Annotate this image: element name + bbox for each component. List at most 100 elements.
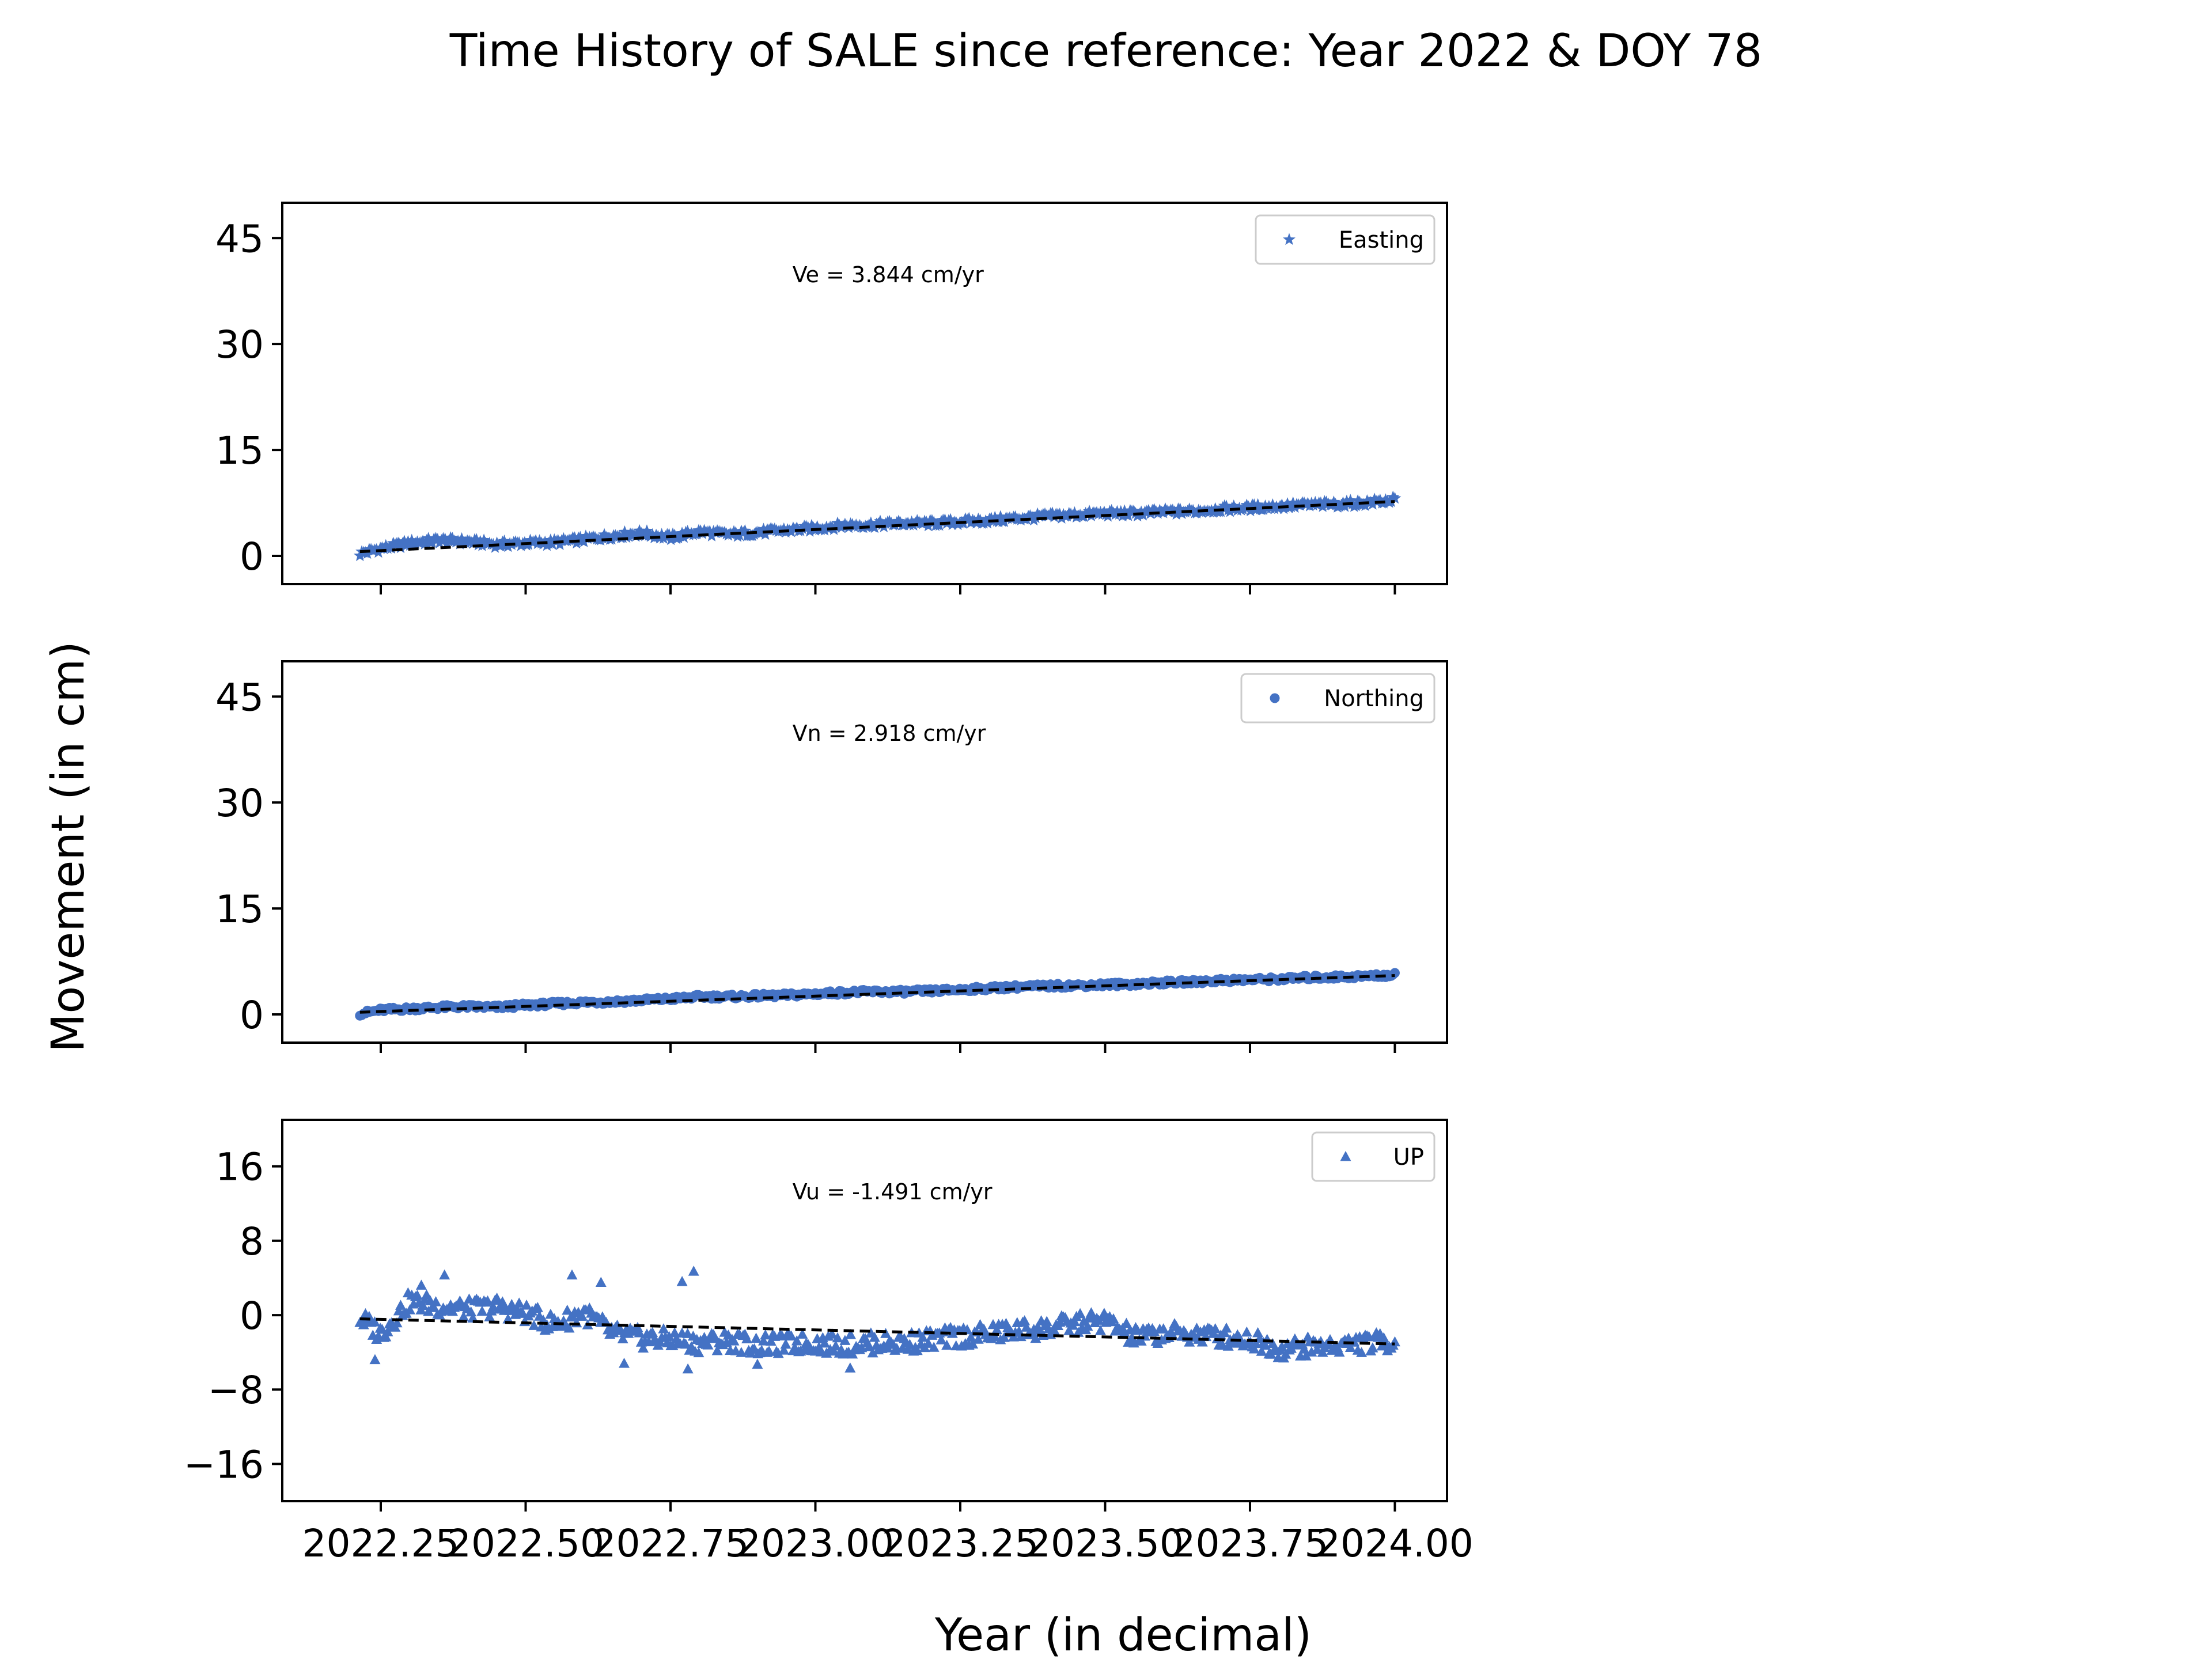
up-point xyxy=(1094,1325,1106,1335)
up-point xyxy=(998,1332,1010,1342)
up-point xyxy=(576,1310,588,1321)
easting-point xyxy=(1170,507,1183,520)
easting-point xyxy=(518,536,531,548)
up-y-tick-label: −16 xyxy=(184,1442,264,1487)
easting-point xyxy=(902,516,915,529)
up-point xyxy=(1334,1346,1345,1357)
up-point xyxy=(798,1344,810,1355)
up-point xyxy=(680,1338,691,1349)
up-point xyxy=(417,1300,429,1310)
easting-y-tick-label: 45 xyxy=(215,217,264,261)
easting-point xyxy=(470,533,483,546)
easting-point xyxy=(664,533,677,546)
northing-trend-line xyxy=(359,974,1395,1014)
panel-easting: 0 15 30 45 Ve = 3.844 cm/yr Easting xyxy=(215,202,1448,594)
easting-point xyxy=(1263,499,1275,512)
easting-point xyxy=(498,534,511,547)
up-outlier-point xyxy=(439,1269,450,1280)
up-x-tick-label: 2023.00 xyxy=(737,1521,894,1566)
easting-point xyxy=(926,514,938,527)
easting-point xyxy=(1305,497,1318,509)
easting-point xyxy=(422,532,435,544)
up-point xyxy=(1300,1350,1312,1361)
up-legend-box xyxy=(1311,1131,1435,1182)
easting-point xyxy=(1166,503,1179,516)
up-point xyxy=(856,1342,868,1353)
up-outlier-point xyxy=(844,1362,856,1373)
easting-point xyxy=(1220,499,1233,512)
easting-point xyxy=(474,535,487,547)
up-point xyxy=(757,1335,769,1346)
up-trend-line xyxy=(359,1317,1395,1346)
easting-point xyxy=(1320,495,1333,508)
up-point xyxy=(563,1322,575,1333)
easting-point xyxy=(838,517,851,530)
up-point xyxy=(521,1300,532,1310)
up-legend-marker xyxy=(1340,1151,1351,1161)
up-point xyxy=(1221,1322,1232,1333)
easting-point xyxy=(1031,507,1044,520)
up-point xyxy=(458,1311,469,1321)
up-point xyxy=(634,1327,645,1338)
easting-point xyxy=(589,531,601,543)
easting-point xyxy=(405,533,418,546)
easting-point xyxy=(1275,498,1289,510)
easting-point xyxy=(635,527,648,539)
easting-y-tick-label: 15 xyxy=(215,429,264,473)
up-point xyxy=(1158,1323,1169,1334)
up-point xyxy=(1210,1323,1221,1334)
up-point xyxy=(935,1334,947,1344)
up-outlier-point xyxy=(688,1266,699,1276)
up-point xyxy=(1019,1315,1031,1325)
up-point xyxy=(989,1331,1001,1342)
easting-point xyxy=(892,514,905,527)
easting-point xyxy=(1227,499,1240,512)
up-point xyxy=(1041,1316,1052,1326)
up-point xyxy=(1108,1313,1119,1324)
northing-y-tick-label: 30 xyxy=(215,781,264,825)
easting-point xyxy=(370,543,383,555)
up-point xyxy=(904,1339,915,1349)
up-point xyxy=(1378,1332,1389,1343)
easting-point xyxy=(453,537,467,550)
up-point xyxy=(1082,1320,1093,1331)
easting-legend-symbol xyxy=(1283,233,1296,245)
up-point xyxy=(617,1333,628,1344)
up-point xyxy=(1069,1316,1080,1327)
up-point xyxy=(1256,1346,1267,1356)
up-y-ticks: −16 −8 0 8 16 xyxy=(184,1145,282,1487)
easting-point xyxy=(831,516,844,529)
easting-point xyxy=(803,525,816,537)
northing-axes-frame xyxy=(281,660,1448,1044)
easting-point xyxy=(810,520,824,532)
up-outlier-point xyxy=(595,1277,607,1287)
easting-point xyxy=(1244,504,1257,517)
up-legend-label: UP xyxy=(1393,1144,1424,1171)
up-point xyxy=(682,1328,694,1338)
easting-point xyxy=(598,528,611,540)
easting-point xyxy=(1327,495,1340,507)
up-point xyxy=(711,1344,723,1355)
easting-point xyxy=(464,535,478,548)
up-outlier-point xyxy=(369,1354,381,1365)
up-point xyxy=(411,1289,423,1300)
easting-trend-line xyxy=(359,500,1395,554)
up-point xyxy=(967,1338,979,1349)
up-x-tick-label: 2023.25 xyxy=(882,1521,1039,1566)
easting-axes-frame xyxy=(281,202,1448,585)
up-point xyxy=(1149,1325,1160,1336)
up-outlier-point xyxy=(752,1358,763,1369)
easting-y-tick-label: 0 xyxy=(240,535,264,579)
up-point xyxy=(428,1302,440,1312)
up-point xyxy=(1248,1343,1260,1354)
up-point xyxy=(965,1331,976,1342)
up-point xyxy=(395,1300,407,1310)
up-point xyxy=(760,1329,771,1340)
up-point xyxy=(517,1308,529,1318)
easting-point xyxy=(876,518,889,531)
up-point xyxy=(728,1335,740,1346)
x-axis-label: Year (in decimal) xyxy=(934,1609,1312,1659)
easting-point xyxy=(1009,510,1022,522)
up-point xyxy=(693,1347,704,1358)
easting-point xyxy=(920,516,933,528)
